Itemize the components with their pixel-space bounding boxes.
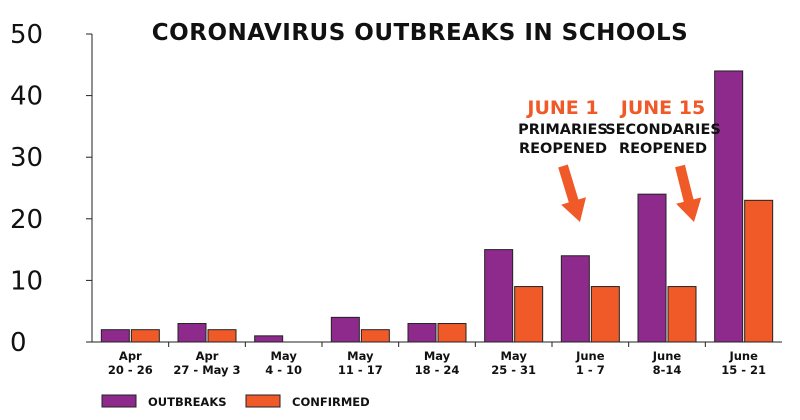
y-axis: 0 10 20 30 40 50: [10, 20, 93, 358]
y-tick-label: 0: [10, 328, 27, 358]
bar-confirmed: [667, 286, 697, 343]
x-tick-label: 18 - 24: [415, 363, 460, 377]
x-tick-label: 27 - May 3: [173, 363, 240, 377]
annotation-label: PRIMARIES: [518, 122, 608, 138]
bar-confirmed: [207, 329, 237, 343]
bar-outbreaks: [714, 70, 744, 343]
plot-area: [100, 70, 774, 343]
bar-confirmed: [360, 329, 390, 343]
bar-outbreaks: [330, 316, 360, 343]
y-tick-label: 20: [10, 205, 43, 235]
x-tick-label: 11 - 17: [338, 363, 383, 377]
x-tick-label: June: [728, 349, 758, 363]
annotations: JUNE 1 PRIMARIES REOPENED JUNE 15 SECONDARIE…: [518, 97, 721, 222]
bar-outbreaks: [637, 193, 667, 343]
x-tick-label: 20 - 26: [108, 363, 153, 377]
x-tick-label: Apr: [196, 349, 219, 363]
x-tick-label: May: [500, 349, 527, 363]
y-tick-label: 10: [10, 266, 43, 296]
bar-outbreaks: [100, 329, 130, 343]
bar-outbreaks: [254, 335, 284, 343]
annotation-label: REOPENED: [519, 141, 607, 157]
y-tick-label: 40: [10, 82, 43, 112]
y-tick-label: 30: [10, 143, 43, 173]
annotation-arrow: [558, 164, 586, 222]
annotation-date: JUNE 15: [619, 97, 705, 119]
legend-swatch-outbreaks: [101, 394, 137, 408]
x-tick-label: 1 - 7: [576, 363, 605, 377]
x-tick-label: June: [575, 349, 605, 363]
x-tick-label: May: [424, 349, 451, 363]
annotation-label: REOPENED: [619, 141, 707, 157]
bar-confirmed: [437, 323, 467, 343]
bar-outbreaks: [484, 249, 514, 343]
x-tick-label: May: [270, 349, 297, 363]
x-tick-label: June: [652, 349, 682, 363]
x-tick-label: 4 - 10: [265, 363, 302, 377]
x-tick-label: 15 - 21: [721, 363, 766, 377]
legend-label-outbreaks: OUTBREAKS: [148, 395, 227, 409]
legend-swatch-confirmed: [245, 394, 281, 408]
bar-confirmed: [514, 286, 544, 343]
bar-confirmed: [744, 199, 774, 343]
bar-confirmed: [130, 329, 160, 343]
x-tick-label: May: [347, 349, 374, 363]
legend: OUTBREAKS CONFIRMED: [101, 394, 370, 409]
annotation-date: JUNE 1: [525, 97, 598, 119]
x-tick-label: 25 - 31: [491, 363, 536, 377]
annotation-label: SECONDARIES: [605, 122, 721, 138]
x-tick-label: Apr: [119, 349, 142, 363]
bar-confirmed: [590, 286, 620, 343]
y-tick-label: 50: [10, 20, 43, 50]
chart-title: CORONAVIRUS OUTBREAKS IN SCHOOLS: [152, 20, 688, 46]
annotation-arrow: [675, 164, 702, 222]
bar-outbreaks: [177, 323, 207, 343]
bar-outbreaks: [407, 323, 437, 343]
legend-label-confirmed: CONFIRMED: [292, 395, 370, 409]
bar-outbreaks: [560, 255, 590, 343]
x-tick-label: 8-14: [653, 363, 682, 377]
